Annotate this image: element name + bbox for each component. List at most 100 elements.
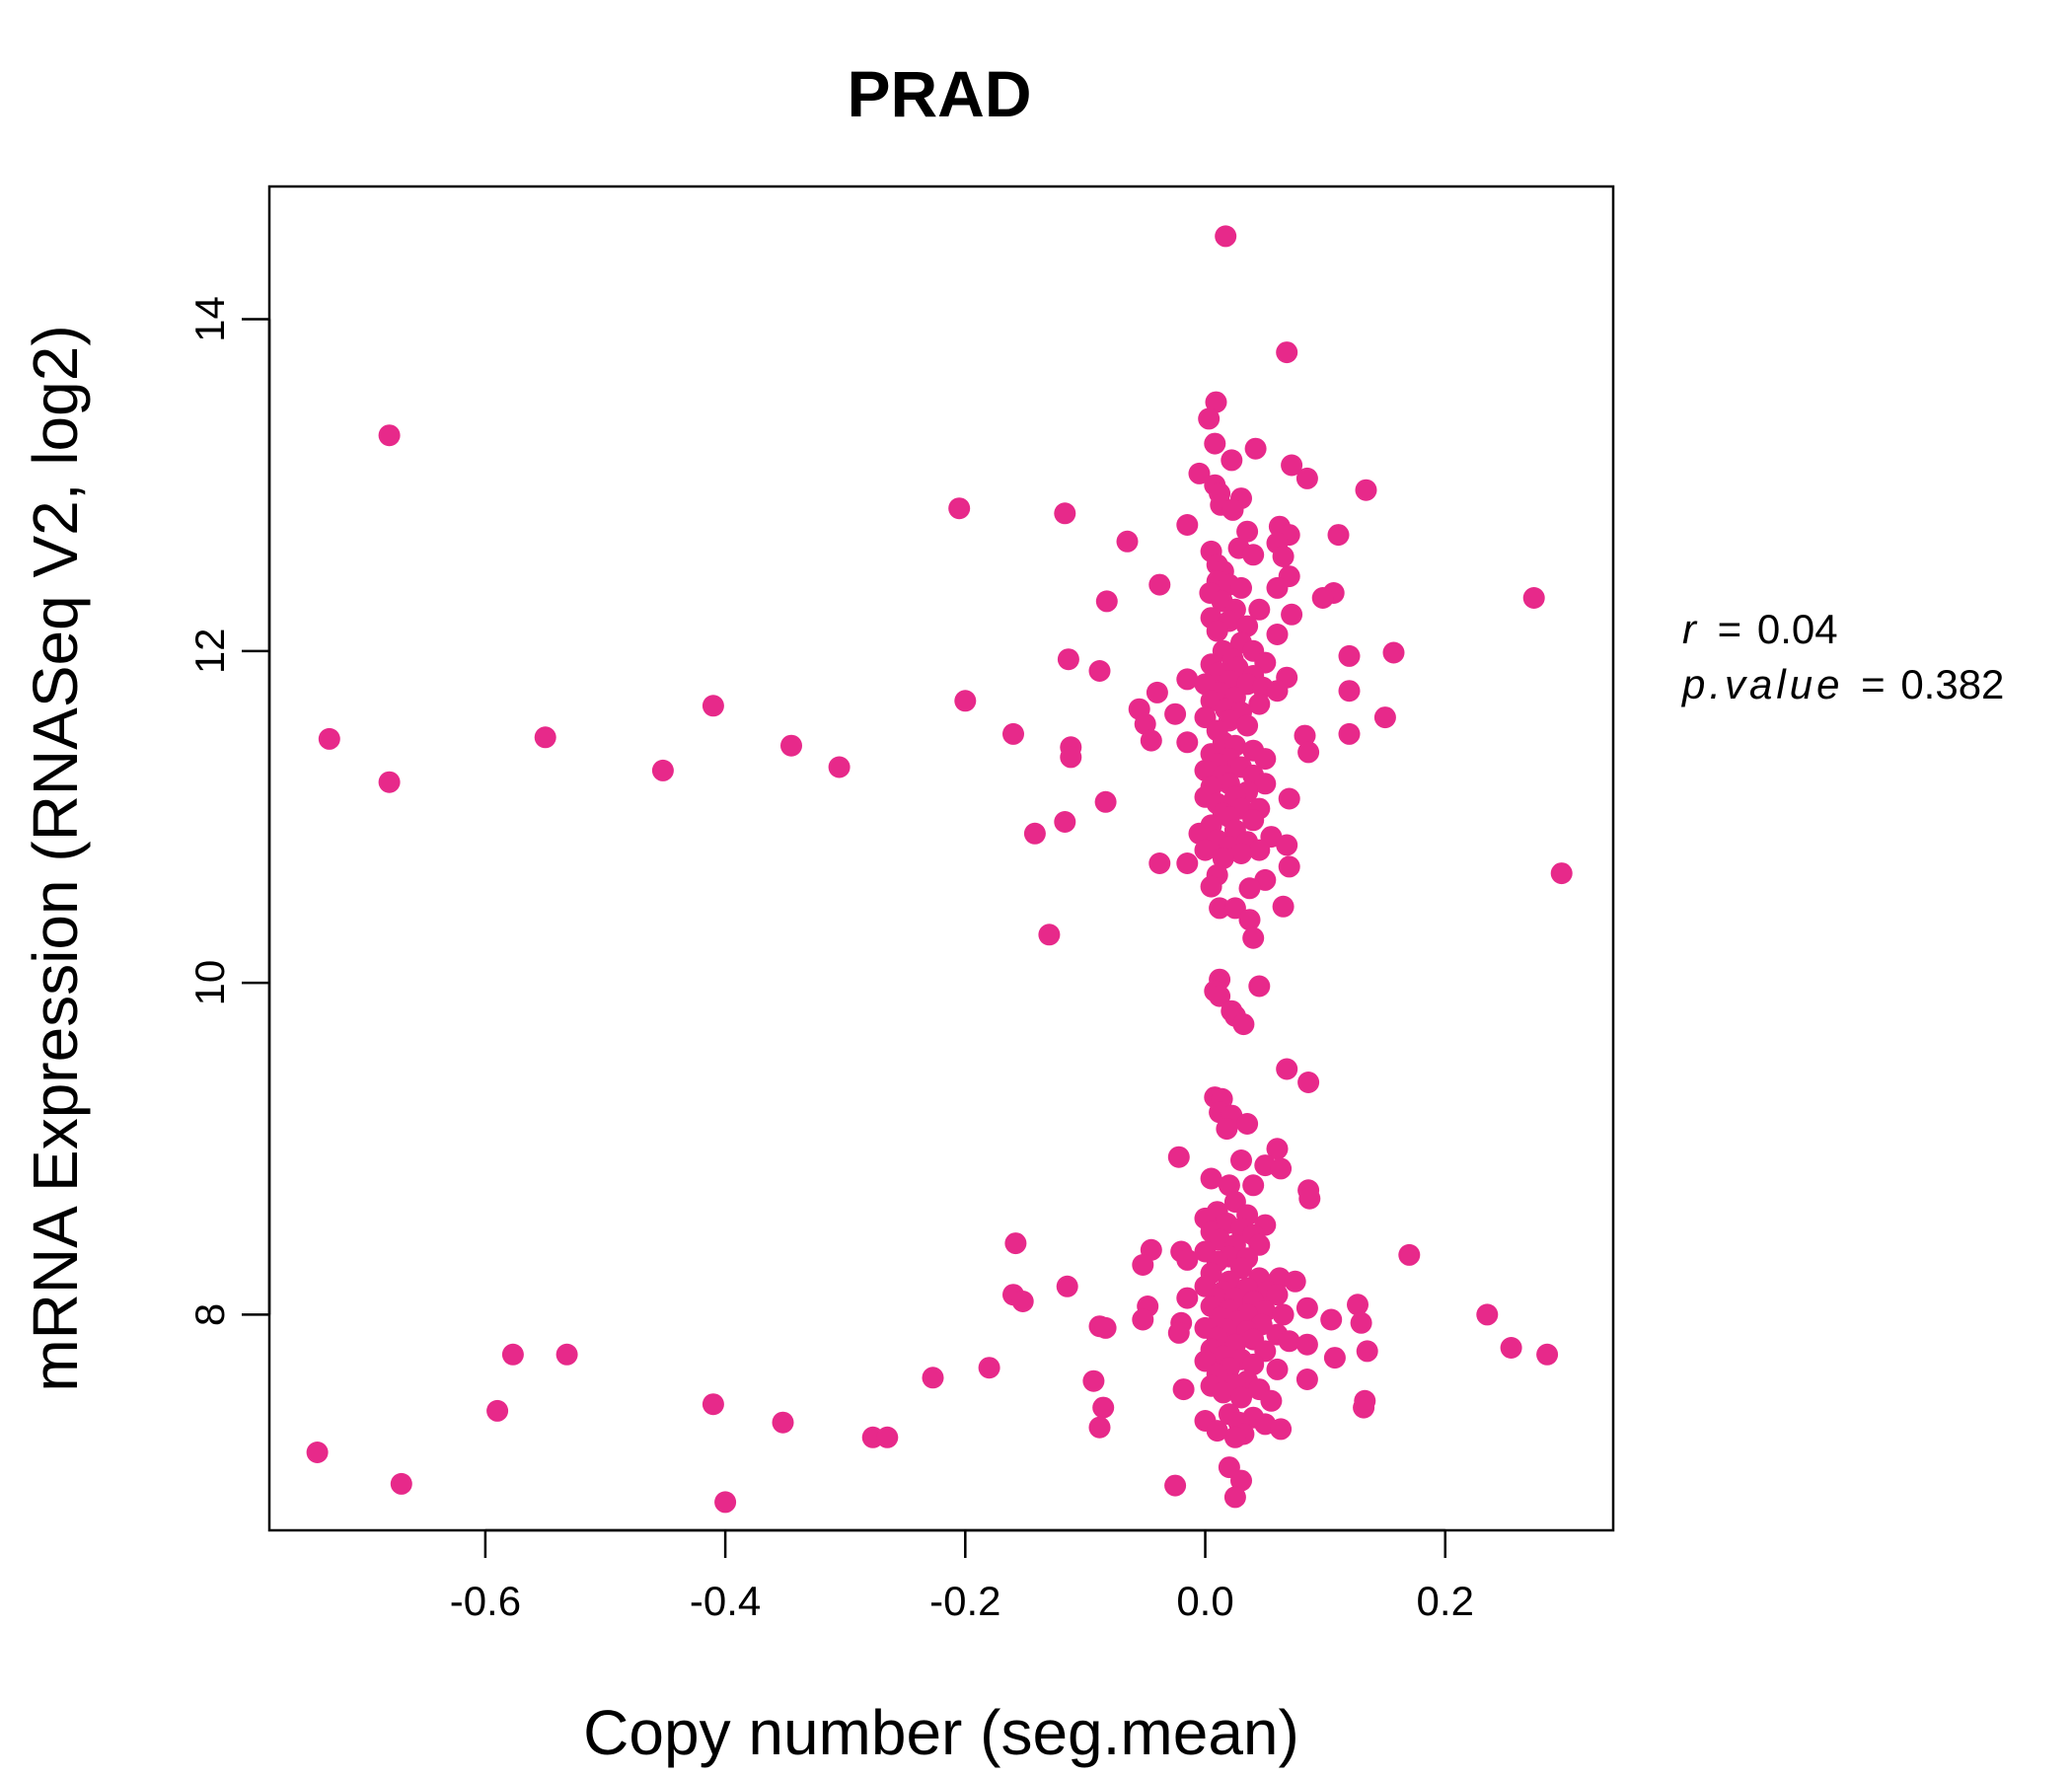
data-point [1355, 479, 1377, 501]
data-point [1295, 467, 1318, 489]
data-point [1248, 693, 1271, 715]
data-point [1230, 1149, 1252, 1171]
data-point [1353, 1396, 1375, 1419]
data-point [1206, 620, 1228, 642]
data-point [1132, 1254, 1154, 1276]
data-point [1278, 787, 1300, 810]
data-point [876, 1426, 899, 1448]
data-point [1204, 432, 1226, 455]
data-point [1356, 1340, 1378, 1363]
data-point [1004, 1232, 1027, 1255]
data-point [1242, 544, 1265, 566]
data-point [1164, 703, 1187, 725]
data-point [1212, 1381, 1234, 1404]
data-point [1198, 407, 1221, 430]
data-point [1209, 985, 1231, 1007]
y-tick-label: 8 [186, 1303, 233, 1326]
data-point [1338, 644, 1361, 667]
data-point [1060, 746, 1082, 769]
data-point [954, 690, 977, 712]
data-point [1338, 680, 1361, 703]
data-point [1398, 1243, 1421, 1266]
data-point [1244, 437, 1267, 460]
data-point [1297, 741, 1320, 764]
data-point [1188, 822, 1211, 845]
data-point [1140, 729, 1162, 752]
data-point [1350, 1311, 1372, 1334]
data-point [702, 1393, 724, 1416]
data-point [378, 424, 401, 447]
data-point [534, 726, 556, 749]
data-point [1057, 648, 1079, 671]
data-point [1230, 1386, 1252, 1409]
x-axis-label: Copy number (seg.mean) [583, 1697, 1299, 1768]
data-point [1209, 897, 1231, 920]
x-tick-label: 0.2 [1417, 1578, 1474, 1624]
data-point [318, 727, 340, 750]
data-point [1272, 1303, 1295, 1326]
data-point [1200, 875, 1222, 898]
data-point [1116, 530, 1139, 553]
data-point [1088, 1416, 1111, 1439]
data-point [1278, 855, 1300, 878]
x-tick-label: 0.0 [1176, 1578, 1233, 1624]
data-point [780, 734, 802, 757]
stat-p-symbol: p.value [1680, 661, 1843, 707]
data-point [1094, 1316, 1117, 1339]
data-point [1373, 706, 1396, 729]
data-point [1148, 852, 1171, 874]
data-point [1311, 587, 1334, 609]
stat-r-equals: = [1718, 606, 1742, 652]
data-point [922, 1367, 944, 1389]
x-tick-label: -0.4 [690, 1578, 761, 1624]
data-point [1164, 1474, 1187, 1497]
data-point [1221, 449, 1243, 472]
data-point [1236, 615, 1259, 637]
data-point [1266, 1284, 1289, 1306]
data-point [714, 1491, 737, 1514]
y-tick-label: 14 [186, 296, 233, 342]
data-point [1212, 848, 1234, 869]
stat-r: r = 0.04 [1682, 606, 1838, 652]
data-point [1323, 1347, 1346, 1369]
data-point [1011, 1291, 1034, 1312]
data-point [1242, 809, 1265, 832]
y-axis: 8 10 12 14 [186, 296, 271, 1326]
data-point [1134, 712, 1156, 735]
data-point [1188, 462, 1211, 484]
data-point [1236, 520, 1259, 543]
data-point [1167, 1321, 1190, 1344]
stat-p: p.value = 0.382 [1680, 661, 2004, 707]
data-point [1236, 1113, 1259, 1135]
data-point [1320, 1308, 1343, 1331]
data-point [501, 1343, 524, 1366]
data-point [1242, 1174, 1265, 1197]
data-point [1382, 641, 1405, 664]
data-point [1200, 1167, 1222, 1190]
plot-frame [267, 185, 1615, 1532]
data-point [1223, 1426, 1246, 1448]
data-points [306, 225, 1573, 1514]
data-point [1176, 1248, 1199, 1271]
stat-p-value: 0.382 [1900, 661, 2004, 707]
data-point [1347, 1294, 1369, 1316]
data-point [1281, 454, 1303, 477]
data-point [1095, 590, 1118, 613]
data-point [1278, 1330, 1300, 1353]
data-point [555, 1343, 578, 1366]
data-point [1298, 1187, 1321, 1210]
data-point [1056, 1275, 1078, 1297]
data-point [1266, 576, 1289, 599]
data-point [1194, 759, 1217, 781]
data-point [1216, 1118, 1238, 1141]
data-point [1248, 975, 1271, 998]
data-point [1281, 603, 1303, 626]
stat-r-symbol: r [1682, 606, 1698, 652]
stat-r-value: 0.04 [1757, 606, 1838, 652]
data-point [1327, 524, 1350, 547]
data-point [1054, 502, 1076, 525]
data-point [1218, 1174, 1240, 1197]
data-point [1094, 790, 1117, 813]
data-point [1242, 926, 1265, 949]
data-point [1266, 680, 1289, 703]
